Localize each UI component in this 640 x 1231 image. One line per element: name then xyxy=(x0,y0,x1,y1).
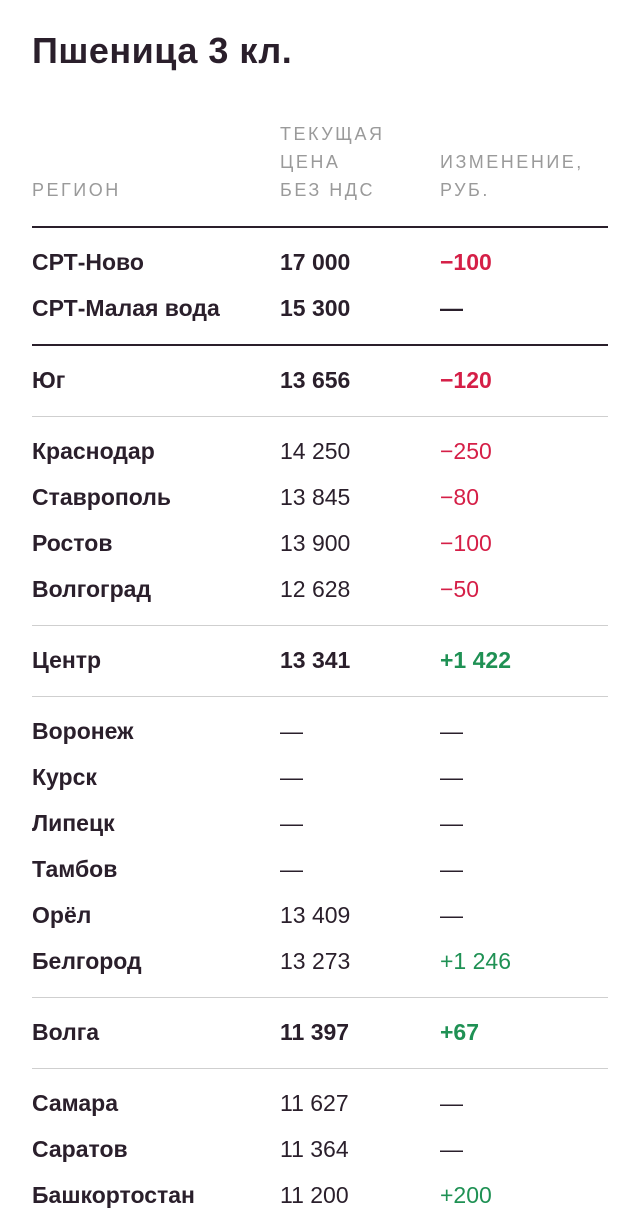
table-row: Центр 13 341 +1 422 xyxy=(32,638,608,684)
change-cell: +1 422 xyxy=(440,647,511,673)
price-cell: 14 250 xyxy=(280,438,351,464)
price-table: СРТ-Ново 17 000 −100 СРТ-Малая вода 15 300 — Ю… xyxy=(32,226,608,1231)
change-cell: −120 xyxy=(440,367,492,393)
table-row-group: Юг 13 656 −120 xyxy=(32,346,608,416)
change-cell: — xyxy=(440,295,463,321)
change-cell: — xyxy=(440,902,463,928)
price-cell: 12 628 xyxy=(280,576,351,602)
change-cell: −100 xyxy=(440,249,492,275)
column-header-change: ИЗМЕНЕНИЕ, РУБ. xyxy=(440,148,584,204)
table-divider xyxy=(32,1068,608,1069)
table-row: Тамбов — — xyxy=(32,847,608,893)
column-header-price-line: ТЕКУЩАЯ xyxy=(280,124,385,144)
table-divider xyxy=(32,997,608,998)
table-row: Воронеж — — xyxy=(32,709,608,755)
table-divider xyxy=(32,625,608,626)
region-cell: Самара xyxy=(32,1090,119,1116)
price-cell: 13 900 xyxy=(280,530,351,556)
column-header-change-line: РУБ. xyxy=(440,180,490,200)
price-cell: 13 273 xyxy=(280,948,351,974)
region-cell: Саратов xyxy=(32,1136,128,1162)
region-cell: Орёл xyxy=(32,902,92,928)
column-header-region-label: РЕГИОН xyxy=(32,180,121,200)
change-cell: — xyxy=(440,856,463,882)
change-cell: −50 xyxy=(440,576,480,602)
table-row: СРТ-Ново 17 000 −100 xyxy=(32,240,608,286)
change-cell: — xyxy=(440,1136,463,1162)
region-cell: Ставрополь xyxy=(32,484,172,510)
table-row: Краснодар 14 250 −250 xyxy=(32,429,608,475)
table-row-group: Самара 11 627 — Саратов 11 364 — Башкортостан 1… xyxy=(32,1069,608,1231)
column-header-price-line: ЦЕНА xyxy=(280,152,341,172)
table-divider xyxy=(32,416,608,417)
change-cell: — xyxy=(440,810,463,836)
region-cell: Воронеж xyxy=(32,718,134,744)
region-cell: Юг xyxy=(32,367,66,393)
region-cell: Краснодар xyxy=(32,438,155,464)
column-header-price-line: БЕЗ НДС xyxy=(280,180,375,200)
change-cell: — xyxy=(440,764,463,790)
column-header-change-line: ИЗМЕНЕНИЕ, xyxy=(440,152,584,172)
price-cell: 11 397 xyxy=(280,1019,350,1045)
change-cell: — xyxy=(440,718,463,744)
region-cell: Ростов xyxy=(32,530,113,556)
price-cell: — xyxy=(280,810,303,836)
region-cell: Волга xyxy=(32,1019,100,1045)
table-row: Саратов 11 364 — xyxy=(32,1127,608,1173)
table-row: Волга 11 397 +67 xyxy=(32,1010,608,1056)
table-divider xyxy=(32,344,608,346)
region-cell: Башкортостан xyxy=(32,1182,195,1208)
price-cell: 13 341 xyxy=(280,647,351,673)
table-row: СРТ-Малая вода 15 300 — xyxy=(32,286,608,332)
price-cell: 11 627 xyxy=(280,1090,349,1116)
region-cell: СРТ-Малая вода xyxy=(32,295,220,321)
region-cell: Белгород xyxy=(32,948,142,974)
price-cell: 13 656 xyxy=(280,367,351,393)
region-cell: Курск xyxy=(32,764,97,790)
column-header-region: РЕГИОН xyxy=(32,176,121,204)
table-row: Ставрополь 13 845 −80 xyxy=(32,475,608,521)
table-divider xyxy=(32,226,608,228)
table-row-group: СРТ-Ново 17 000 −100 СРТ-Малая вода 15 300 — xyxy=(32,228,608,344)
table-row: Волгоград 12 628 −50 xyxy=(32,567,608,613)
table-divider xyxy=(32,696,608,697)
price-cell: 11 200 xyxy=(280,1182,349,1208)
table-row: Юг 13 656 −120 xyxy=(32,358,608,404)
table-header: РЕГИОН ТЕКУЩАЯ ЦЕНА БЕЗ НДС ИЗМЕНЕНИЕ, Р… xyxy=(32,120,608,210)
table-row-group: Воронеж — — Курск — — Липецк — — Тамбов — — Орёл 13 4… xyxy=(32,697,608,997)
column-header-price: ТЕКУЩАЯ ЦЕНА БЕЗ НДС xyxy=(280,120,385,204)
table-row: Самара 11 627 — xyxy=(32,1081,608,1127)
table-row: Башкортостан 11 200 +200 xyxy=(32,1173,608,1219)
page-title: Пшеница 3 кл. xyxy=(32,30,293,71)
change-cell: +200 xyxy=(440,1182,492,1208)
table-row: Орёл 13 409 — xyxy=(32,893,608,939)
region-cell: Центр xyxy=(32,647,102,673)
region-cell: Волгоград xyxy=(32,576,152,602)
price-cell: 11 364 xyxy=(280,1136,349,1162)
price-cell: — xyxy=(280,718,303,744)
region-cell: Тамбов xyxy=(32,856,118,882)
region-cell: СРТ-Ново xyxy=(32,249,144,275)
change-cell: −80 xyxy=(440,484,480,510)
price-cell: 13 845 xyxy=(280,484,351,510)
change-cell: −100 xyxy=(440,530,492,556)
price-cell: — xyxy=(280,856,303,882)
price-cell: 15 300 xyxy=(280,295,351,321)
price-cell: 13 409 xyxy=(280,902,351,928)
region-cell: Липецк xyxy=(32,810,115,836)
change-cell: −250 xyxy=(440,438,492,464)
table-row-group: Волга 11 397 +67 xyxy=(32,998,608,1068)
table-row: Ростов 13 900 −100 xyxy=(32,521,608,567)
change-cell: +67 xyxy=(440,1019,480,1045)
table-row-group: Центр 13 341 +1 422 xyxy=(32,626,608,696)
table-row-group: Краснодар 14 250 −250 Ставрополь 13 845 −80 Ро… xyxy=(32,417,608,625)
change-cell: +1 246 xyxy=(440,948,511,974)
price-cell: — xyxy=(280,764,303,790)
price-cell: 17 000 xyxy=(280,249,351,275)
table-row: Белгород 13 273 +1 246 xyxy=(32,939,608,985)
table-row: Липецк — — xyxy=(32,801,608,847)
change-cell: — xyxy=(440,1090,463,1116)
table-row: Курск — — xyxy=(32,755,608,801)
